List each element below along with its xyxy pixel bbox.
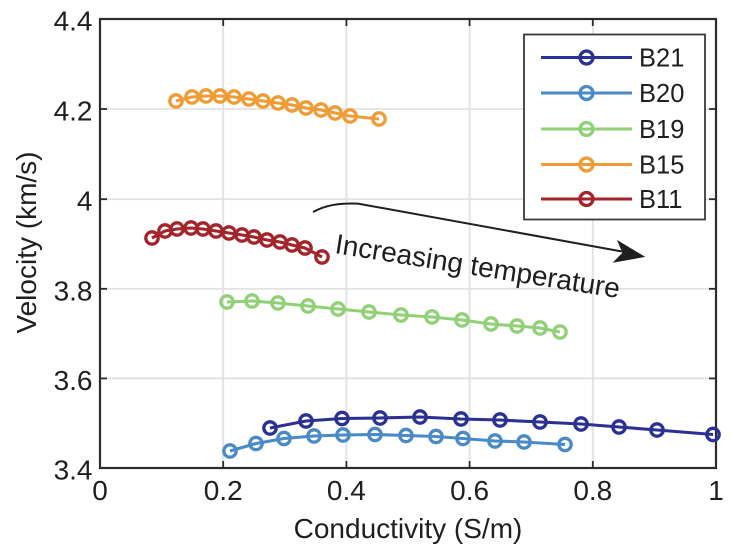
svg-text:4.2: 4.2 xyxy=(54,96,93,127)
svg-text:0.6: 0.6 xyxy=(450,475,489,506)
svg-text:0: 0 xyxy=(92,475,108,506)
svg-text:0.8: 0.8 xyxy=(573,475,612,506)
svg-text:1: 1 xyxy=(708,475,724,506)
svg-text:3.6: 3.6 xyxy=(54,365,93,396)
svg-text:B19: B19 xyxy=(639,116,684,144)
svg-text:B20: B20 xyxy=(639,80,684,108)
svg-text:B21: B21 xyxy=(639,45,684,73)
svg-text:4.4: 4.4 xyxy=(54,6,93,37)
svg-text:B15: B15 xyxy=(639,152,684,180)
svg-text:B11: B11 xyxy=(639,186,682,214)
svg-text:3.4: 3.4 xyxy=(54,455,93,486)
svg-text:Conductivity (S/m): Conductivity (S/m) xyxy=(294,513,523,544)
svg-text:0.2: 0.2 xyxy=(204,475,243,506)
svg-text:3.8: 3.8 xyxy=(54,275,93,306)
svg-text:Velocity (km/s): Velocity (km/s) xyxy=(11,151,42,333)
svg-text:4: 4 xyxy=(77,186,93,217)
svg-text:0.4: 0.4 xyxy=(327,475,366,506)
